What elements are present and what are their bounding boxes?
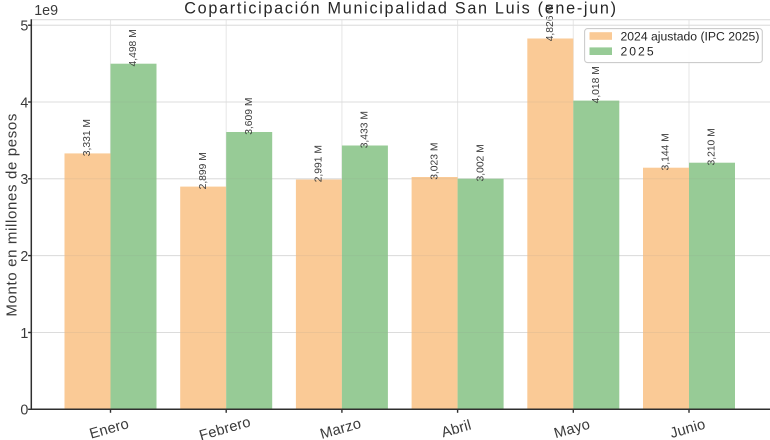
svg-text:3,433 M: 3,433 M [360,111,371,148]
svg-text:3,023 M: 3,023 M [429,143,440,180]
svg-text:Monto en millones de pesos: Monto en millones de pesos [4,113,21,317]
svg-text:1: 1 [20,326,28,342]
svg-text:3,210 M: 3,210 M [707,128,718,165]
svg-text:Abril: Abril [440,417,474,440]
svg-text:2,991 M: 2,991 M [314,145,325,182]
svg-text:3,144 M: 3,144 M [661,133,672,170]
svg-text:3,609 M: 3,609 M [244,98,255,135]
svg-text:3,331 M: 3,331 M [82,119,93,156]
svg-text:5: 5 [20,19,28,35]
svg-text:3,002 M: 3,002 M [475,144,486,181]
svg-text:4,018 M: 4,018 M [591,66,602,103]
svg-text:4,826 M: 4,826 M [545,4,556,41]
svg-text:1e9: 1e9 [34,3,58,19]
svg-text:2,899 M: 2,899 M [198,152,209,189]
svg-text:2024 ajustado (IPC 2025): 2024 ajustado (IPC 2025) [621,30,760,44]
svg-text:4: 4 [20,95,28,111]
svg-text:0: 0 [20,403,28,419]
svg-text:2: 2 [20,249,28,265]
svg-text:3: 3 [20,172,28,188]
svg-text:Coparticipación Municipalidad: Coparticipación Municipalidad San Luis (… [184,0,617,18]
svg-text:2025: 2025 [621,45,656,59]
svg-text:4,498 M: 4,498 M [128,29,139,66]
